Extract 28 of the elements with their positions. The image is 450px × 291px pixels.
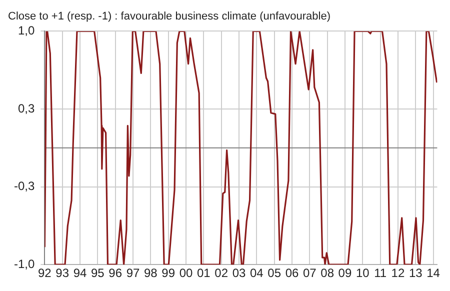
x-tick-label: 04	[250, 266, 264, 280]
x-tick-label: 94	[73, 266, 87, 280]
x-tick-label: 98	[144, 266, 158, 280]
y-tick-label: -1,0	[14, 256, 35, 271]
y-tick-label: 1,0	[18, 24, 35, 38]
x-tick-label: 99	[162, 266, 176, 280]
x-tick-label: 12	[391, 266, 405, 280]
y-tick-label: -0,3	[14, 179, 35, 194]
x-tick-label: 02	[214, 266, 228, 280]
x-tick-label: 11	[374, 266, 387, 280]
x-tick-label: 06	[285, 266, 299, 280]
x-tick-label: 14	[426, 266, 440, 280]
x-tick-label: 08	[320, 266, 334, 280]
x-tick-label: 01	[196, 266, 211, 280]
x-tick-label: 07	[302, 266, 317, 280]
x-tick-label: 00	[179, 266, 193, 280]
x-tick-label: 96	[108, 266, 122, 280]
y-tick-label: 0,3	[18, 101, 35, 116]
x-tick-label: 13	[408, 266, 423, 280]
x-tick-label: 97	[126, 266, 140, 280]
x-tick-label: 10	[356, 266, 370, 280]
chart-title: Close to +1 (resp. -1) : favourable business climate (unfavourable)	[8, 10, 331, 23]
x-tick-label: 95	[90, 266, 105, 280]
x-tick-label: 05	[268, 266, 282, 280]
x-tick-label: 92	[38, 266, 52, 280]
x-tick-label: 09	[338, 266, 352, 280]
x-tick-label: 03	[232, 266, 246, 280]
x-tick-label: 93	[56, 266, 70, 280]
